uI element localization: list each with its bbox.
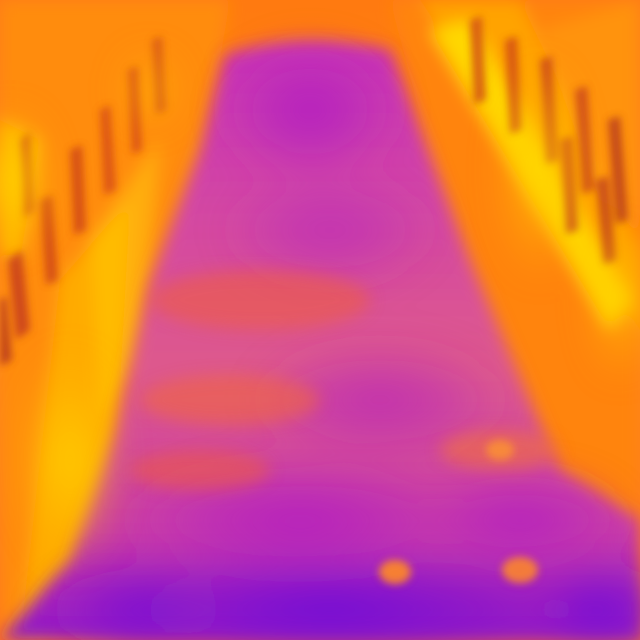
- walkway-cool-patches: [30, 40, 640, 640]
- hot-highlights: [0, 50, 640, 570]
- warm-spots: [379, 440, 538, 584]
